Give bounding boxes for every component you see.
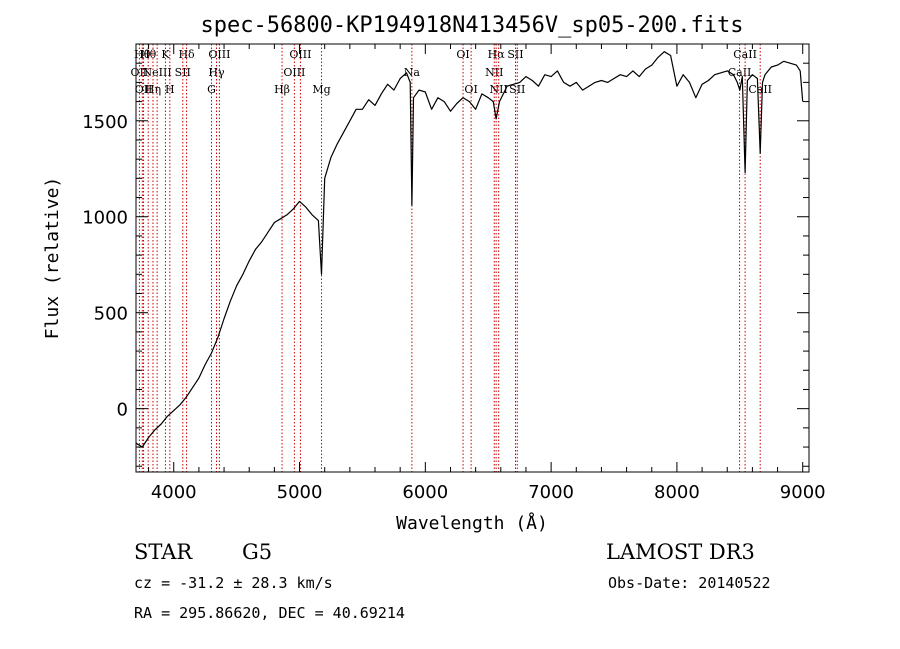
y-tick-label: 1000 — [82, 208, 128, 229]
y-tick-label: 500 — [94, 304, 128, 325]
line-marker-label: Hθ — [134, 48, 151, 61]
line-marker-label: G — [207, 83, 216, 96]
line-marker-label: OI — [464, 83, 477, 96]
line-marker-label: Hγ — [208, 66, 225, 79]
line-markers: OIIHθOIIHθHηNeIIIKHSIIHδGHγOIIIHβOIIIOII… — [131, 44, 772, 472]
observation-date: Obs-Date: 20140522 — [608, 574, 771, 592]
line-marker-label: SII — [507, 48, 523, 61]
line-marker-label: CaII — [728, 66, 752, 79]
x-tick-label: 5000 — [277, 482, 323, 503]
line-marker-label: CaII — [733, 48, 757, 61]
line-marker-label: NeIII — [143, 66, 172, 79]
line-marker-label: Hδ — [178, 48, 195, 61]
axes: 4000 5000 6000 7000 8000 9000 0 500 1000 1500 — [82, 43, 826, 503]
line-marker-label: OIII — [283, 66, 305, 79]
line-marker-label: Hη — [145, 83, 161, 96]
line-marker-label: SII — [175, 66, 191, 79]
redshift-velocity: cz = -31.2 ± 28.3 km/s — [134, 574, 333, 592]
chart-title: spec-56800-KP194918N413456V_sp05-200.fit… — [200, 13, 743, 38]
x-tick-label: 8000 — [654, 482, 700, 503]
plot-frame — [135, 43, 810, 473]
line-marker-label: SII — [509, 83, 525, 96]
line-marker-label: OIII — [208, 48, 230, 61]
line-marker-label: OI — [456, 48, 469, 61]
object-class: STAR — [134, 540, 193, 564]
line-marker-label: CaII — [748, 83, 772, 96]
x-axis-label: Wavelength (Å) — [396, 512, 548, 534]
x-tick-label: 6000 — [402, 482, 448, 503]
line-marker-label: NII — [485, 66, 503, 79]
y-tick-label: 1500 — [82, 112, 128, 133]
y-tick-label: 0 — [117, 400, 128, 421]
survey-name: LAMOST DR3 — [606, 540, 755, 564]
line-marker-label: K — [161, 48, 170, 61]
line-marker-label: Hα — [488, 48, 506, 61]
x-tick-label: 9000 — [780, 482, 826, 503]
y-axis-label: Flux (relative) — [42, 177, 63, 340]
line-marker-label: Hβ — [274, 83, 290, 96]
object-subclass: G5 — [242, 540, 273, 564]
x-tick-label: 7000 — [528, 482, 574, 503]
flux-series-line — [135, 51, 804, 448]
x-tick-label: 4000 — [151, 482, 197, 503]
sky-coordinates: RA = 295.86620, DEC = 40.69214 — [134, 604, 405, 622]
line-marker-label: OIII — [289, 48, 311, 61]
line-marker-label: Hθ — [140, 48, 157, 61]
line-marker-label: Mg — [312, 83, 330, 96]
line-marker-label: H — [165, 83, 175, 96]
spectrum-series — [135, 51, 804, 448]
